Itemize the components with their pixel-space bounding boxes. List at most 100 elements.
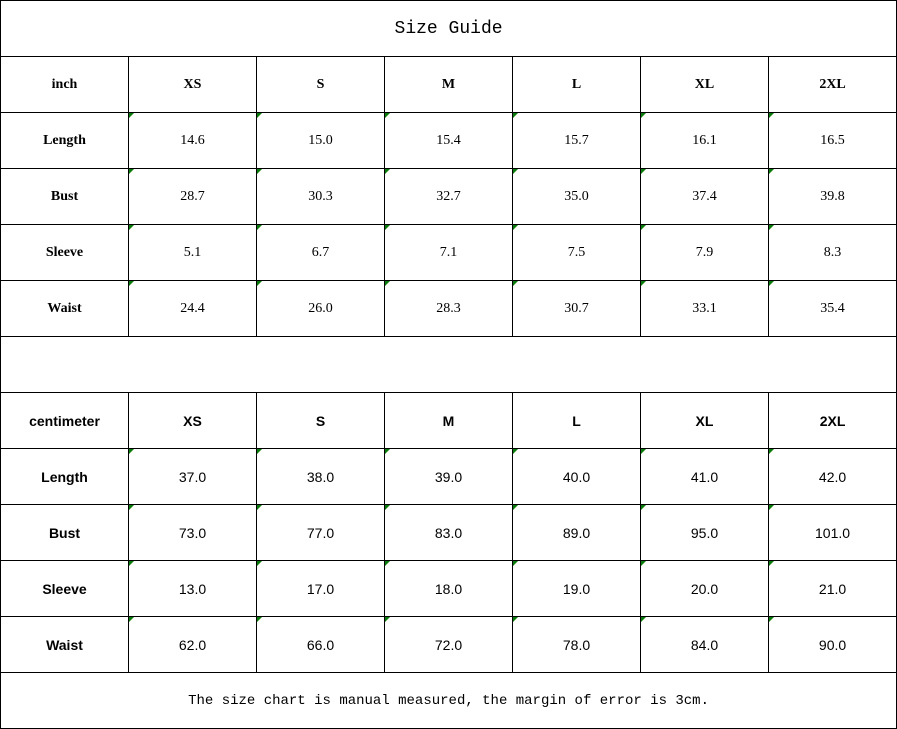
value-text: 15.4 [436,132,461,148]
measure-value: 16.5 [767,112,897,169]
size-header: M [384,56,513,113]
measure-value: 20.0 [640,560,769,617]
size-header: XS [128,56,257,113]
value-text: 40.0 [562,468,591,485]
measure-value: 15.7 [512,112,641,169]
measure-value: 28.3 [384,280,513,337]
cell-marker-icon [385,225,390,230]
cell-marker-icon [385,561,390,566]
table-row: Waist 24.4 26.0 28.3 30.7 33.1 35.4 [0,280,897,337]
measure-value: 5.1 [128,224,257,281]
value-text: 95.0 [690,524,719,541]
measure-value: 38.0 [256,448,385,505]
value-text: 6.7 [311,244,330,260]
measure-value: 21.0 [767,560,897,617]
measure-value: 41.0 [640,448,769,505]
size-header: 2XL [767,56,897,113]
size-header: XL [640,56,769,113]
cell-marker-icon [257,113,262,118]
value-text: 15.7 [564,132,589,148]
value-text: 14.6 [180,132,205,148]
value-text: 78.0 [562,636,591,653]
measure-value: 77.0 [256,504,385,561]
cell-marker-icon [641,505,646,510]
measure-value: 28.7 [128,168,257,225]
cell-marker-icon [769,617,774,622]
value-text: 7.1 [439,244,458,260]
measure-value: 7.1 [384,224,513,281]
measure-value: 35.0 [512,168,641,225]
measure-value: 8.3 [767,224,897,281]
measure-value: 16.1 [640,112,769,169]
table-row: Sleeve 5.1 6.7 7.1 7.5 7.9 8.3 [0,224,897,281]
cell-marker-icon [641,225,646,230]
measure-value: 62.0 [128,616,257,673]
value-text: 83.0 [434,524,463,541]
value-text: 62.0 [178,636,207,653]
value-text: 13.0 [178,580,207,597]
size-header: XS [128,392,257,449]
value-text: 7.5 [567,244,586,260]
cell-marker-icon [769,281,774,286]
cell-marker-icon [769,505,774,510]
cell-marker-icon [129,617,134,622]
table-row: Sleeve 13.0 17.0 18.0 19.0 20.0 21.0 [0,560,897,617]
measure-value: 83.0 [384,504,513,561]
value-text: 21.0 [818,580,847,597]
cell-marker-icon [257,449,262,454]
value-text: 28.3 [436,300,461,316]
value-text: 41.0 [690,468,719,485]
value-text: 7.9 [695,244,714,260]
measure-label: Waist [0,616,129,673]
measure-value: 37.0 [128,448,257,505]
measure-value: 72.0 [384,616,513,673]
cell-marker-icon [257,561,262,566]
cell-marker-icon [513,617,518,622]
measure-value: 15.0 [256,112,385,169]
measure-value: 95.0 [640,504,769,561]
value-text: 26.0 [308,300,333,316]
measure-label: Length [0,448,129,505]
cell-marker-icon [769,449,774,454]
table-title: Size Guide [0,0,897,57]
cell-marker-icon [769,169,774,174]
value-text: 39.8 [820,188,845,204]
measure-value: 78.0 [512,616,641,673]
value-text: 18.0 [434,580,463,597]
value-text: 35.0 [564,188,589,204]
measure-value: 30.7 [512,280,641,337]
cell-marker-icon [257,225,262,230]
value-text: 101.0 [815,524,851,541]
measure-label: Bust [0,504,129,561]
value-text: 39.0 [434,468,463,485]
value-text: 30.3 [308,188,333,204]
measure-value: 33.1 [640,280,769,337]
measure-value: 39.0 [384,448,513,505]
measure-value: 6.7 [256,224,385,281]
value-text: 30.7 [564,300,589,316]
table-row: Length 14.6 15.0 15.4 15.7 16.1 16.5 [0,112,897,169]
cell-marker-icon [513,449,518,454]
measure-value: 7.9 [640,224,769,281]
cell-marker-icon [257,617,262,622]
value-text: 84.0 [690,636,719,653]
value-text: 8.3 [823,244,842,260]
cell-marker-icon [513,169,518,174]
size-header: S [256,56,385,113]
value-text: 24.4 [180,300,205,316]
cell-marker-icon [257,169,262,174]
measure-label: Sleeve [0,224,129,281]
value-text: 72.0 [434,636,463,653]
spacer-cell [0,336,897,393]
value-text: 38.0 [306,468,335,485]
value-text: 15.0 [308,132,333,148]
size-header: M [384,392,513,449]
measure-value: 73.0 [128,504,257,561]
measure-value: 24.4 [128,280,257,337]
value-text: 20.0 [690,580,719,597]
table-row: Bust 73.0 77.0 83.0 89.0 95.0 101.0 [0,504,897,561]
value-text: 16.5 [820,132,845,148]
table-row: Waist 62.0 66.0 72.0 78.0 84.0 90.0 [0,616,897,673]
cell-marker-icon [513,113,518,118]
